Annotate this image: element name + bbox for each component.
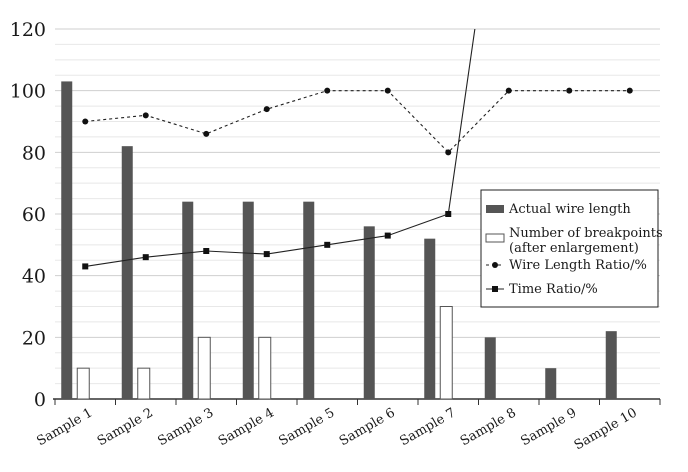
point-time-ratio	[142, 254, 149, 261]
legend-marker-time-ratio	[492, 286, 498, 292]
legend-swatch-actual-wire-length	[486, 205, 504, 213]
legend-label-line: Wire Length Ratio/%	[509, 258, 647, 273]
point-wire-length-ratio	[505, 87, 512, 94]
point-time-ratio	[384, 232, 391, 239]
legend-label-line: Time Ratio/%	[509, 282, 598, 297]
bar-breakpoints	[76, 367, 90, 400]
legend-label: Number of breakpoints (after enlargement)	[509, 226, 663, 256]
bar-actual-wire-length	[61, 81, 73, 400]
x-tick-label: Sample 3	[155, 405, 216, 449]
x-tick-label: Sample 8	[458, 405, 519, 449]
legend-label: Actual wire length	[508, 202, 631, 217]
point-wire-length-ratio	[445, 149, 452, 156]
y-tick-label: 0	[34, 389, 46, 411]
legend-label: Wire Length Ratio/%	[509, 258, 647, 273]
point-time-ratio	[324, 241, 331, 248]
legend-label-line: Actual wire length	[508, 202, 631, 217]
point-time-ratio	[263, 251, 270, 258]
line-time-ratio	[85, 29, 476, 267]
bar-actual-wire-length	[242, 201, 254, 399]
bar-breakpoints	[197, 336, 211, 400]
x-tick-label: Sample 6	[337, 405, 398, 449]
legend-box	[480, 189, 659, 308]
y-tick-label: 80	[22, 142, 46, 164]
point-time-ratio	[203, 248, 210, 254]
x-tick-label: Sample 10	[572, 405, 640, 453]
point-wire-length-ratio	[384, 87, 391, 94]
x-tick-label: Sample 7	[397, 405, 458, 449]
x-tick-label: Sample 5	[276, 405, 337, 449]
legend-marker-wire-length-ratio	[492, 262, 498, 268]
legend-label-line: (after enlargement)	[509, 241, 639, 256]
bar-actual-wire-length	[182, 201, 194, 399]
y-tick-label: 100	[10, 81, 46, 103]
point-wire-length-ratio	[263, 106, 270, 113]
y-tick-label: 40	[22, 266, 46, 288]
bar-actual-wire-length	[484, 337, 496, 399]
bar-breakpoints	[137, 367, 151, 400]
x-tick-label: Sample 1	[34, 405, 95, 449]
point-wire-length-ratio	[566, 87, 573, 94]
point-time-ratio	[445, 211, 452, 217]
y-tick-label: 60	[22, 204, 46, 226]
legend-swatch-breakpoints	[485, 233, 505, 243]
point-time-ratio	[82, 263, 89, 270]
point-wire-length-ratio	[324, 87, 331, 94]
x-tick-label: Sample 2	[95, 405, 156, 449]
bar-actual-wire-length	[545, 368, 557, 399]
x-tick-label: Sample 4	[216, 405, 277, 449]
line-wire-length-ratio	[85, 90, 630, 154]
bar-actual-wire-length	[363, 226, 375, 399]
bar-breakpoints	[258, 336, 272, 400]
point-wire-length-ratio	[626, 87, 633, 94]
point-wire-length-ratio	[82, 118, 89, 125]
y-tick-label: 20	[22, 327, 46, 349]
legend-label-line: Number of breakpoints	[509, 226, 663, 241]
bar-breakpoints	[439, 306, 453, 400]
y-tick-label: 120	[10, 19, 46, 41]
legend-label: Time Ratio/%	[509, 282, 598, 297]
bar-actual-wire-length	[303, 201, 315, 399]
bar-actual-wire-length	[424, 238, 436, 399]
x-tick-label: Sample 9	[518, 405, 579, 449]
point-wire-length-ratio	[142, 112, 149, 119]
point-wire-length-ratio	[203, 130, 210, 137]
bar-actual-wire-length	[121, 146, 133, 399]
bar-actual-wire-length	[605, 331, 617, 399]
